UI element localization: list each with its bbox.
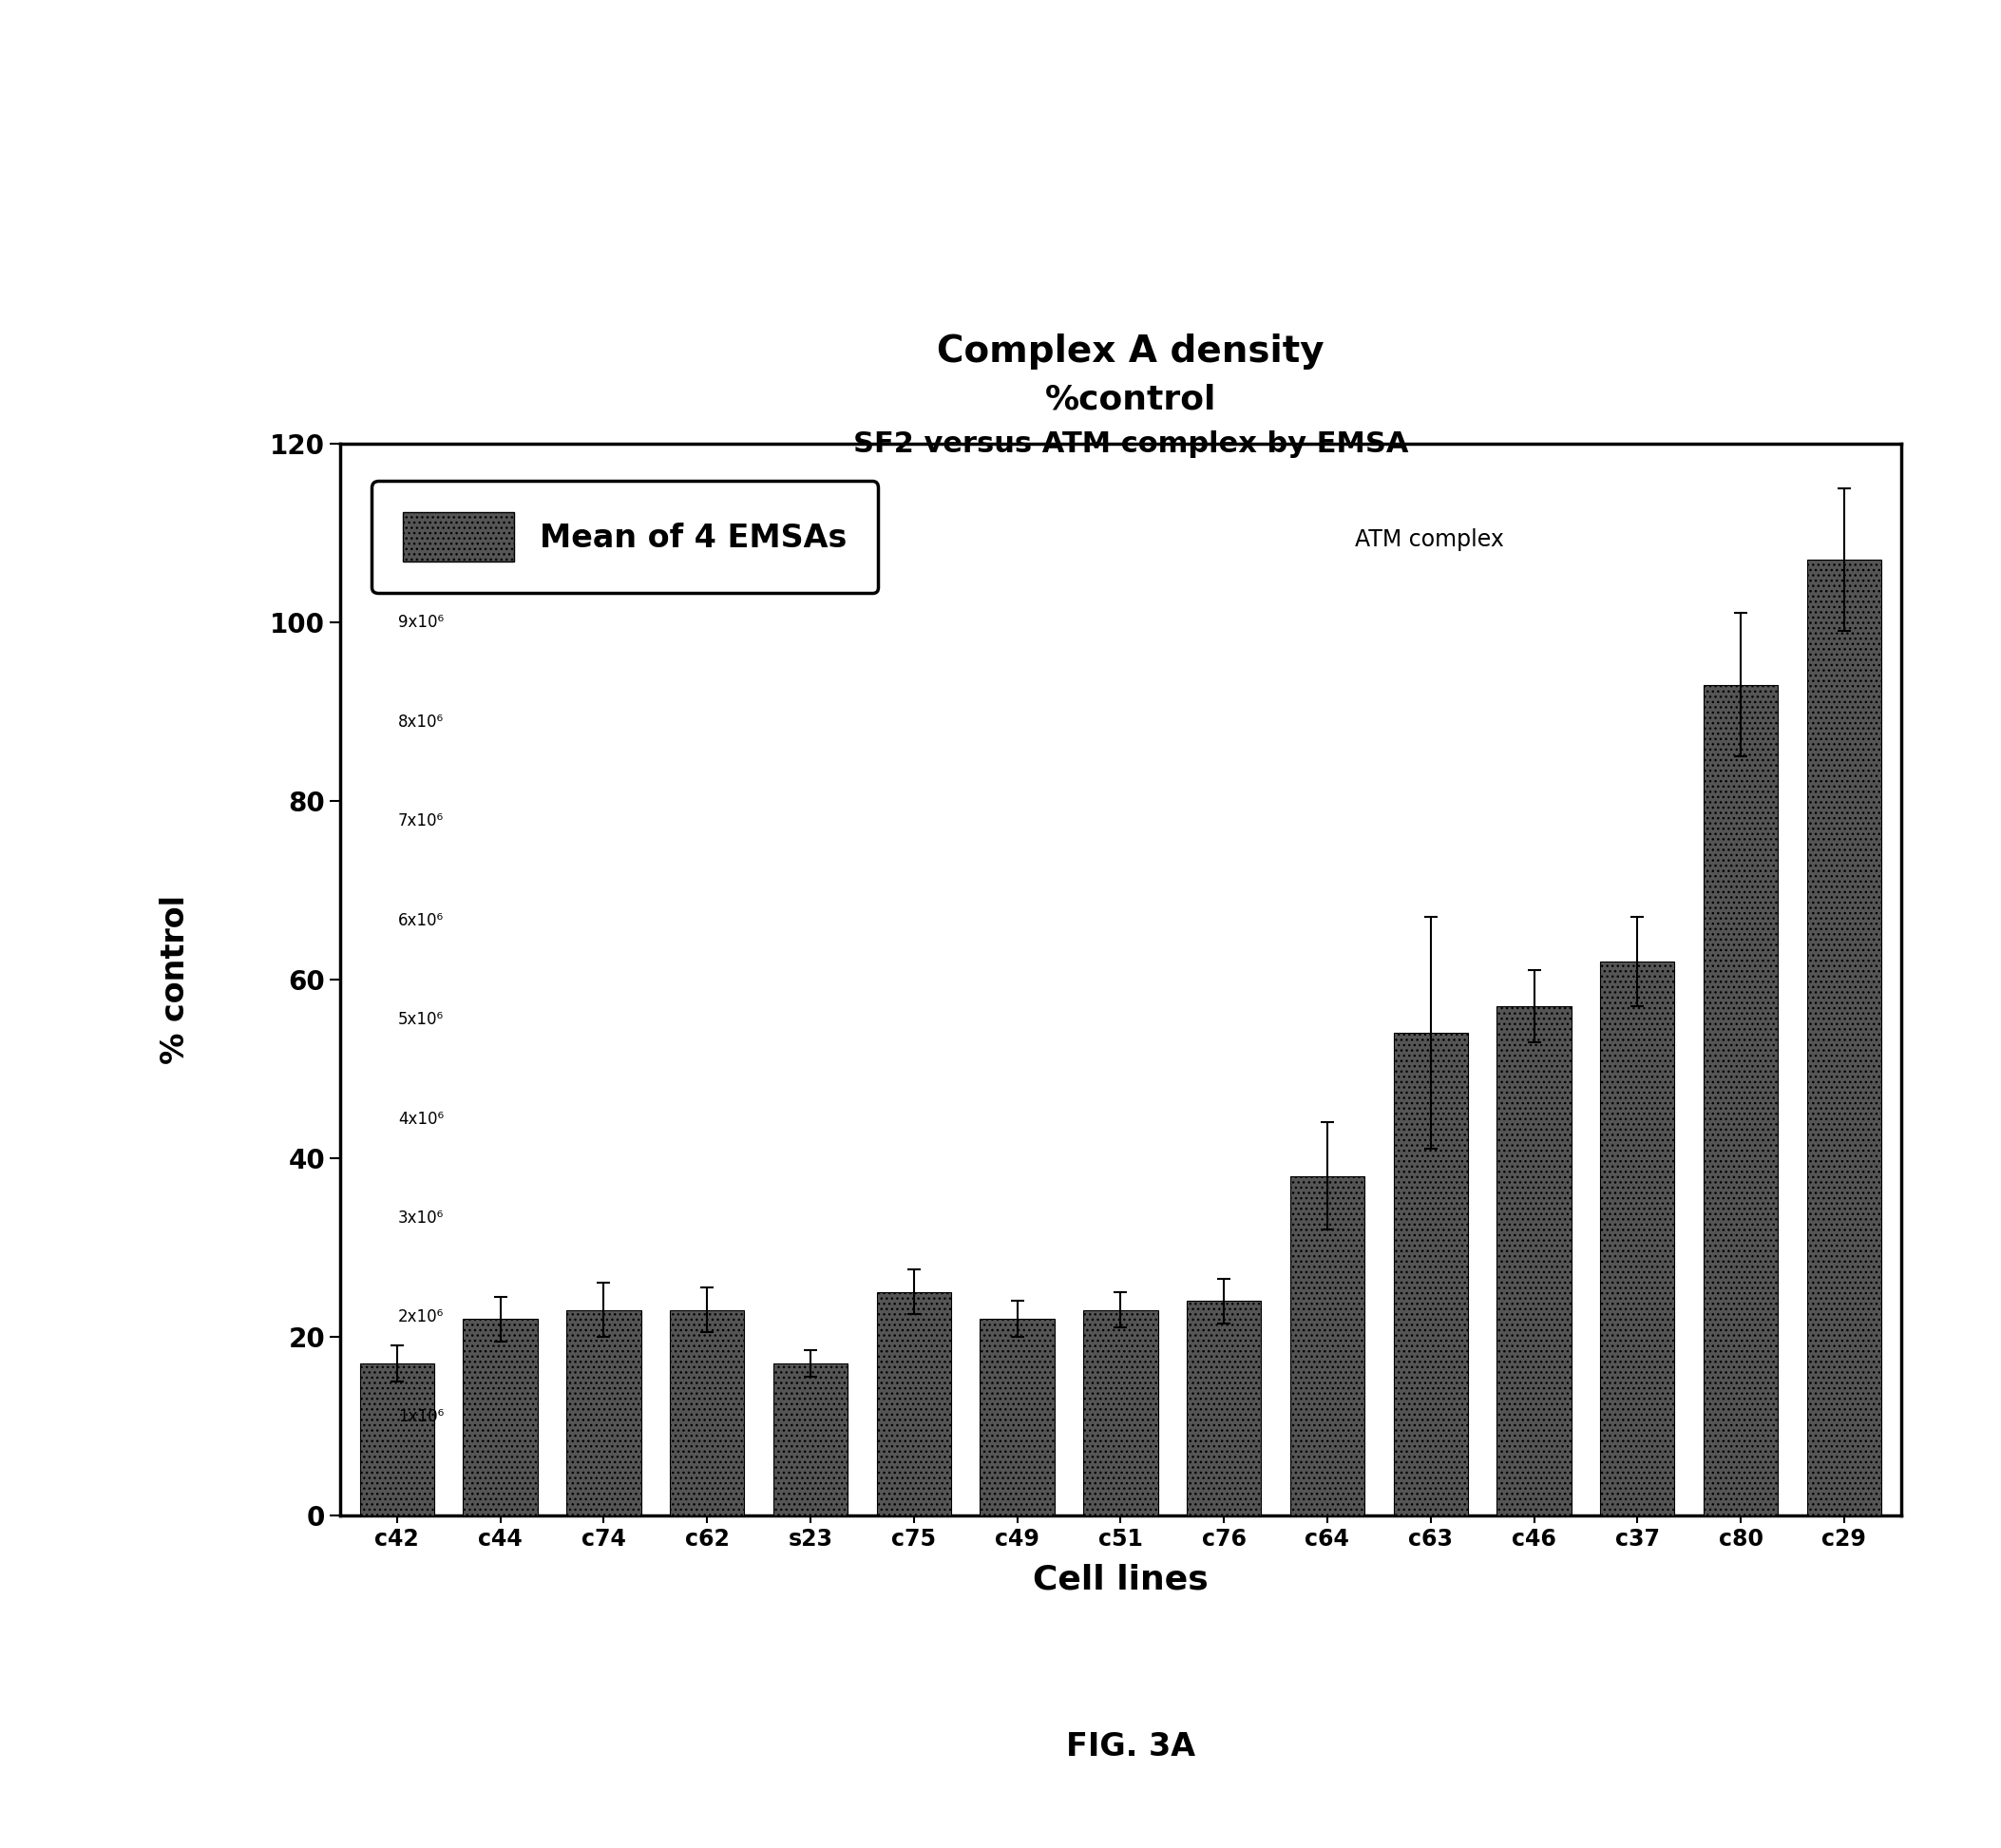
Text: 5x10⁶: 5x10⁶ — [398, 1011, 444, 1027]
Text: ATM complex: ATM complex — [1355, 529, 1503, 551]
Bar — [1601, 961, 1675, 1515]
Text: 1x10⁶: 1x10⁶ — [398, 1408, 444, 1425]
Bar — [1393, 1033, 1469, 1515]
Bar — [772, 1364, 848, 1515]
Text: %control: %control — [1045, 384, 1217, 416]
Bar — [1187, 1301, 1261, 1515]
Bar — [1807, 560, 1881, 1515]
Text: 8x10⁶: 8x10⁶ — [398, 713, 444, 730]
Bar — [1291, 1175, 1365, 1515]
Bar — [1083, 1310, 1159, 1515]
Text: SF2 versus ATM complex by EMSA: SF2 versus ATM complex by EMSA — [852, 431, 1409, 458]
Bar — [876, 1292, 950, 1515]
Text: 9x10⁶: 9x10⁶ — [398, 614, 444, 630]
Text: 2x10⁶: 2x10⁶ — [398, 1308, 444, 1325]
Text: Complex A density: Complex A density — [936, 333, 1325, 370]
Text: FIG. 3A: FIG. 3A — [1067, 1732, 1195, 1761]
Bar — [566, 1310, 640, 1515]
Bar — [670, 1310, 744, 1515]
Bar — [360, 1364, 434, 1515]
Bar — [1497, 1005, 1571, 1515]
Y-axis label: % control: % control — [160, 894, 190, 1064]
Legend: Mean of 4 EMSAs: Mean of 4 EMSAs — [372, 480, 878, 593]
Bar — [1703, 686, 1779, 1515]
Text: 3x10⁶: 3x10⁶ — [398, 1209, 444, 1227]
Bar — [462, 1319, 538, 1515]
Text: 7x10⁶: 7x10⁶ — [398, 813, 444, 830]
Text: 4x10⁶: 4x10⁶ — [398, 1111, 444, 1127]
Bar — [980, 1319, 1055, 1515]
X-axis label: Cell lines: Cell lines — [1033, 1563, 1209, 1597]
Text: 6x10⁶: 6x10⁶ — [398, 911, 444, 930]
